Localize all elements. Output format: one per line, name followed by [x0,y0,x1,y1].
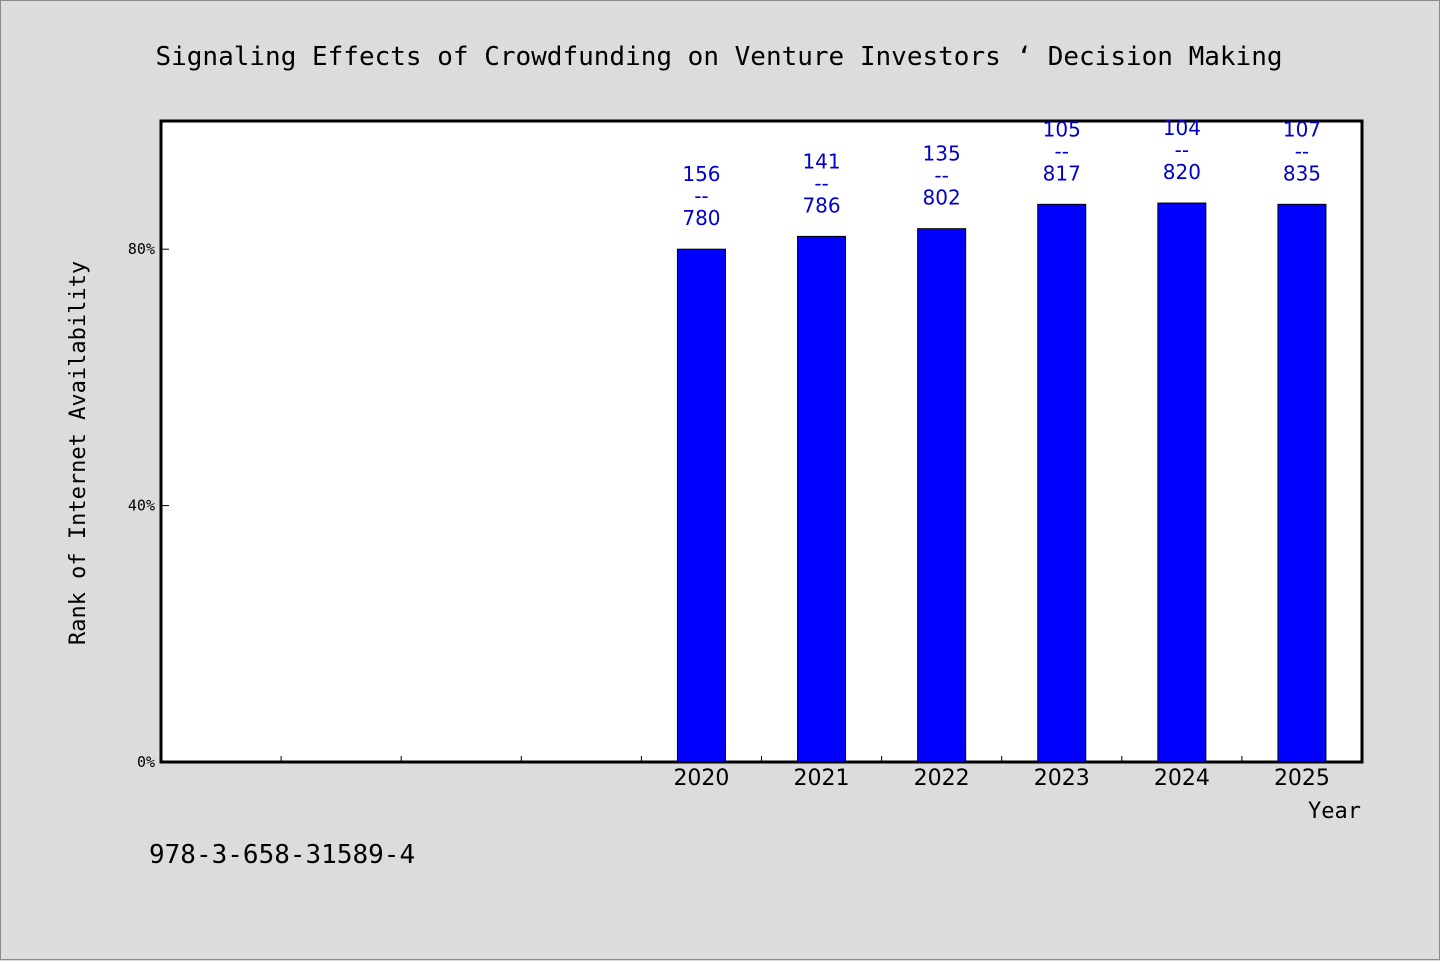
x-tick-label: 2025 [1274,766,1330,791]
x-tick-label: 2024 [1154,766,1210,791]
bar-label-top: 104 [1163,116,1201,140]
bar-label-top: 105 [1043,117,1081,141]
bar-label-separator: -- [1175,138,1189,162]
bar [1037,203,1087,763]
bar-label-bottom: 780 [682,206,720,230]
bar-labels-layer: 156--780141--786135--802105--817104--820… [682,116,1321,230]
bar-label-bottom: 835 [1283,161,1321,185]
x-tick-label: 2022 [914,766,970,791]
bar-label-top: 141 [802,149,840,173]
bar-label-separator: -- [1295,139,1309,163]
y-tick-label: 0% [137,753,155,771]
x-tick-label: 2020 [673,766,729,791]
y-tick-label: 80% [128,240,155,258]
x-tick-label: 2021 [794,766,850,791]
bar-label-separator: -- [814,171,828,195]
x-axis-label: Year [1308,799,1361,824]
bar [797,235,847,763]
bar-label-separator: -- [934,164,948,188]
bar [676,248,726,763]
x-tick-label: 2023 [1034,766,1090,791]
bar-label-bottom: 786 [802,193,840,217]
bar-label-top: 107 [1283,117,1321,141]
bar [1277,203,1327,763]
bar-label-top: 135 [923,142,961,166]
y-tick-label: 40% [128,497,155,515]
footnote: 978-3-658-31589-4 [149,840,415,870]
bars-layer [676,202,1327,763]
bar-label-separator: -- [694,184,708,208]
bar-label-bottom: 817 [1043,161,1081,185]
bar [1157,202,1207,763]
bar-label-bottom: 802 [923,186,961,210]
bar-label-separator: -- [1055,139,1069,163]
y-axis-label: Rank of Internet Availability [66,261,91,645]
chart-title: Signaling Effects of Crowdfunding on Ven… [155,42,1282,72]
bar-label-top: 156 [682,162,720,186]
bar [917,228,967,763]
ticks-layer: 0% 40% 80% 2020 2021 2022 2023 2024 2025 [128,240,1330,791]
bar-label-bottom: 820 [1163,160,1201,184]
